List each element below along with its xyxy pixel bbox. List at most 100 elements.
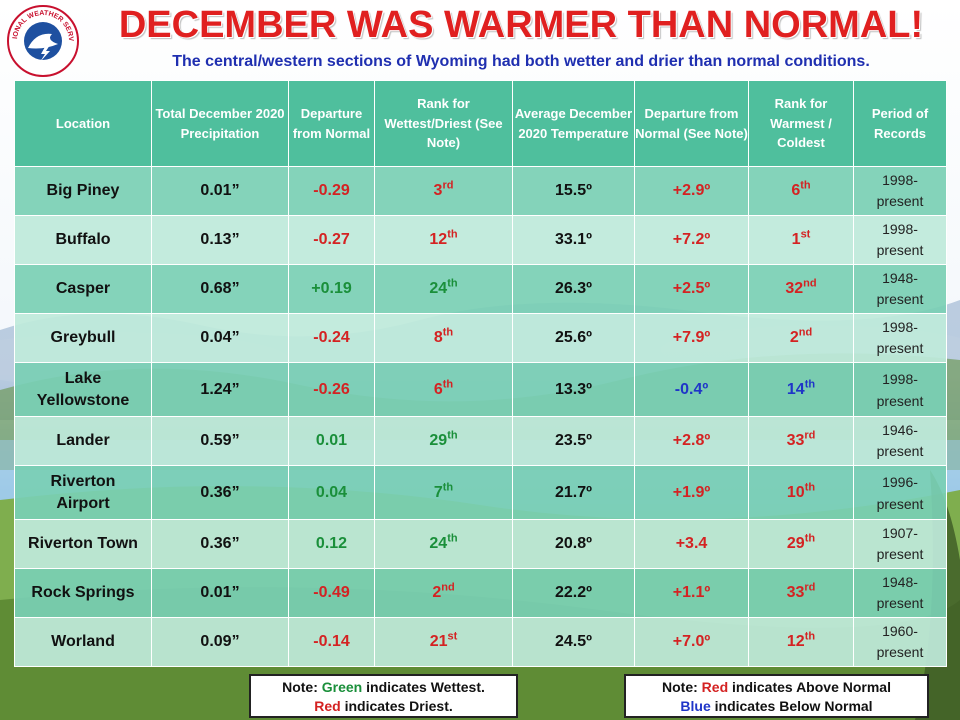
warm-rank-cell: 33rd [748,416,854,466]
temp-departure-cell: +7.0º [634,617,749,667]
wet-rank-cell: 7th [374,465,513,520]
precip-cell: 0.59” [151,416,289,466]
warm-rank-cell: 12th [748,617,854,667]
temp-departure-cell: +3.4 [634,519,749,569]
wet-rank-cell: 6th [374,362,513,417]
precip-cell: 0.01” [151,166,289,216]
precip-departure-cell: -0.29 [288,166,375,216]
temp-departure-cell: +2.5º [634,264,749,314]
precip-cell: 0.09” [151,617,289,667]
precip-cell: 0.68” [151,264,289,314]
table-row: Worland 0.09” -0.14 21st 24.5º +7.0º 12t… [14,617,947,667]
location-cell: Buffalo [14,215,152,265]
period-cell: 1907- present [853,519,947,569]
precip-departure-cell: 0.04 [288,465,375,520]
warm-rank-cell: 32nd [748,264,854,314]
col-header-warm-rank: Rank for Warmest / Coldest [748,80,854,167]
table-row: Lake Yellowstone 1.24” -0.26 6th 13.3º -0… [14,362,947,417]
temp-departure-cell: +2.8º [634,416,749,466]
warm-rank-cell: 10th [748,465,854,520]
table-row: Rock Springs 0.01” -0.49 2nd 22.2º +1.1º… [14,568,947,618]
period-cell: 1998- present [853,362,947,417]
warm-rank-cell: 14th [748,362,854,417]
period-cell: 1948- present [853,568,947,618]
precipitation-note: Note: Green indicates Wettest. Red indic… [249,674,518,718]
col-header-location: Location [14,80,152,167]
period-cell: 1960- present [853,617,947,667]
location-cell: Rock Springs [14,568,152,618]
wet-rank-cell: 12th [374,215,513,265]
period-cell: 1948- present [853,264,947,314]
temp-cell: 23.5º [512,416,635,466]
table-row: Casper 0.68” +0.19 24th 26.3º +2.5º 32nd… [14,264,947,314]
temp-departure-cell: +7.2º [634,215,749,265]
location-cell: Lake Yellowstone [14,362,152,417]
warm-rank-cell: 2nd [748,313,854,363]
wet-rank-cell: 21st [374,617,513,667]
wet-rank-cell: 24th [374,519,513,569]
location-cell: Riverton Town [14,519,152,569]
warm-rank-cell: 29th [748,519,854,569]
table-row: Big Piney 0.01” -0.29 3rd 15.5º +2.9º 6t… [14,166,947,216]
period-cell: 1998- present [853,313,947,363]
wet-rank-cell: 8th [374,313,513,363]
wet-rank-cell: 3rd [374,166,513,216]
precip-cell: 0.13” [151,215,289,265]
col-header-temp-departure: Departure from Normal (See Note) [634,80,749,167]
table-row: Riverton Airport 0.36” 0.04 7th 21.7º +1.… [14,465,947,520]
temp-departure-cell: +7.9º [634,313,749,363]
period-cell: 1998- present [853,166,947,216]
precip-cell: 0.36” [151,519,289,569]
wet-rank-cell: 2nd [374,568,513,618]
temp-cell: 24.5º [512,617,635,667]
period-cell: 1996- present [853,465,947,520]
temp-cell: 26.3º [512,264,635,314]
precip-cell: 0.01” [151,568,289,618]
temp-cell: 22.2º [512,568,635,618]
precip-departure-cell: -0.24 [288,313,375,363]
temp-departure-cell: +1.9º [634,465,749,520]
table-header-row: Location Total December 2020 Precipitati… [14,80,947,167]
precip-departure-cell: -0.14 [288,617,375,667]
location-cell: Worland [14,617,152,667]
table-row: Buffalo 0.13” -0.27 12th 33.1º +7.2º 1st… [14,215,947,265]
precip-departure-cell: -0.26 [288,362,375,417]
col-header-wet-rank: Rank for Wettest/Driest (See Note) [374,80,513,167]
precip-cell: 0.04” [151,313,289,363]
temp-cell: 25.6º [512,313,635,363]
col-header-temperature: Average December 2020 Temperature [512,80,635,167]
warm-rank-cell: 6th [748,166,854,216]
temp-cell: 21.7º [512,465,635,520]
table-row: Riverton Town 0.36” 0.12 24th 20.8º +3.4… [14,519,947,569]
temperature-note: Note: Red indicates Above Normal Blue in… [624,674,929,718]
warm-rank-cell: 1st [748,215,854,265]
warm-rank-cell: 33rd [748,568,854,618]
temp-departure-cell: +1.1º [634,568,749,618]
location-cell: Big Piney [14,166,152,216]
location-cell: Casper [14,264,152,314]
col-header-period: Period of Records [853,80,947,167]
temp-cell: 33.1º [512,215,635,265]
precip-departure-cell: -0.27 [288,215,375,265]
wet-rank-cell: 29th [374,416,513,466]
table-row: Greybull 0.04” -0.24 8th 25.6º +7.9º 2nd… [14,313,947,363]
precip-cell: 1.24” [151,362,289,417]
location-cell: Lander [14,416,152,466]
period-cell: 1946- present [853,416,947,466]
col-header-precip-departure: Departure from Normal [288,80,375,167]
precip-cell: 0.36” [151,465,289,520]
page-subtitle: The central/western sections of Wyoming … [172,53,870,70]
location-cell: Greybull [14,313,152,363]
precip-departure-cell: 0.01 [288,416,375,466]
period-cell: 1998- present [853,215,947,265]
nws-logo: NATIONAL WEATHER SERVICE [6,4,79,77]
precip-departure-cell: -0.49 [288,568,375,618]
temp-cell: 15.5º [512,166,635,216]
climate-table: Location Total December 2020 Precipitati… [14,80,947,667]
precip-departure-cell: +0.19 [288,264,375,314]
temp-departure-cell: -0.4º [634,362,749,417]
temp-departure-cell: +2.9º [634,166,749,216]
page-title: DECEMBER WAS WARMER THAN NORMAL! [118,4,924,46]
precip-departure-cell: 0.12 [288,519,375,569]
table-row: Lander 0.59” 0.01 29th 23.5º +2.8º 33rd … [14,416,947,466]
